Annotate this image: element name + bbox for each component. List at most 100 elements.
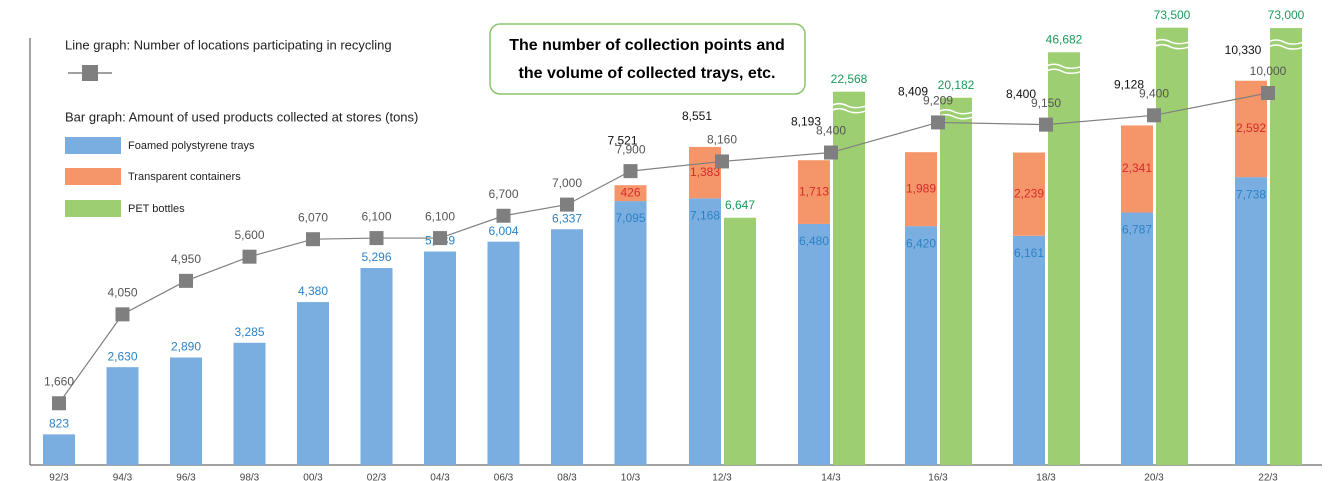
value-label: 1,713 [799,184,829,198]
total-label: 8,551 [682,109,712,123]
axis-break [830,102,868,109]
bar [360,267,393,465]
bar [1156,27,1188,465]
legend-label: PET bottles [128,203,185,215]
axis-break [1267,39,1305,45]
axis-break [1267,44,1305,50]
note-text: the volume of collected trays, etc. [519,65,776,82]
bar [487,241,520,465]
note-box [489,23,806,95]
value-label: 5,296 [361,250,391,264]
line-marker [306,232,320,247]
legend-swatch [65,137,121,154]
bar [833,91,865,465]
value-label: 426 [620,185,640,199]
total-label: 7,521 [607,133,637,147]
note-text: The number of collection points and [509,37,785,54]
line-marker [115,307,130,322]
value-label: 2,341 [1122,161,1152,175]
line-marker [1039,117,1053,132]
value-label: 6,480 [799,234,829,248]
x-tick-label: 12/3 [712,473,732,481]
value-label: 2,630 [107,349,137,363]
line-marker [560,197,574,212]
bar [233,342,266,465]
value-label: 7,095 [615,211,645,225]
line-marker [369,231,384,246]
axis-break [830,107,868,114]
value-label: 4,050 [107,286,137,300]
line-marker [1147,108,1161,123]
value-label: 4,380 [298,284,328,298]
bar [1013,235,1045,465]
bar [724,217,756,465]
bar [614,185,647,202]
value-label: 823 [49,417,69,431]
axis-break [1153,38,1191,45]
value-label: 7,168 [690,209,720,223]
bar [170,357,202,465]
bar [551,229,583,465]
value-label: 9,209 [923,94,953,108]
axis-break [937,108,975,115]
legend-swatch [65,168,121,185]
value-label: 1,660 [44,374,74,388]
value-label: 6,700 [488,187,518,201]
value-label: 6,100 [425,209,455,223]
line-marker [433,231,447,246]
line [58,92,1269,404]
bar [1235,177,1267,465]
value-label: 6,787 [1122,223,1152,237]
bar [905,152,937,227]
x-tick-label: 14/3 [821,473,841,481]
bar [905,226,937,465]
value-label: 6,070 [298,210,328,224]
bar [940,97,972,465]
line-marker [52,396,66,411]
x-tick-label: 94/3 [113,473,133,481]
value-label: 8,160 [707,133,737,147]
x-tick-label: 10/3 [621,473,641,481]
total-label: 8,193 [791,115,821,129]
value-label: 4,950 [171,252,201,266]
value-label: 22,568 [831,72,868,86]
line-marker [179,273,193,288]
line-marker [931,115,945,130]
x-tick-label: 06/3 [494,473,514,481]
bar [1270,28,1302,465]
value-label: 20,182 [938,78,975,92]
bar [1121,125,1153,213]
value-label: 3,285 [234,325,264,339]
x-tick-label: 04/3 [430,473,450,481]
bar-legend-title: Bar graph: Amount of used products colle… [65,109,418,124]
value-label: 2,890 [171,340,201,354]
line-marker [715,154,729,169]
axis-break [1153,43,1191,50]
bar [106,367,139,465]
x-tick-label: 08/3 [557,473,577,481]
bar [43,434,75,465]
value-label: 7,000 [552,176,582,190]
line-marker [824,145,838,160]
bar [689,198,721,465]
value-label: 46,682 [1046,32,1083,46]
line-marker [242,249,257,264]
value-label: 6,647 [725,198,755,212]
value-label: 6,004 [488,224,518,238]
value-label: 7,738 [1236,187,1266,201]
value-label: 1,383 [690,165,720,179]
x-tick-label: 20/3 [1144,473,1164,481]
value-label: 7,900 [615,142,645,156]
value-label: 6,161 [1014,246,1044,260]
x-tick-label: 16/3 [928,473,948,481]
bar [798,223,830,465]
x-tick-label: 00/3 [303,473,323,481]
value-label: 2,239 [1014,186,1044,200]
value-label: 73,500 [1154,8,1191,22]
legend-label: Foamed polystyrene trays [128,140,255,152]
line-legend-marker [82,65,98,81]
value-label: 8,400 [816,124,846,138]
x-tick-label: 96/3 [176,473,196,481]
line-marker [1261,86,1275,100]
